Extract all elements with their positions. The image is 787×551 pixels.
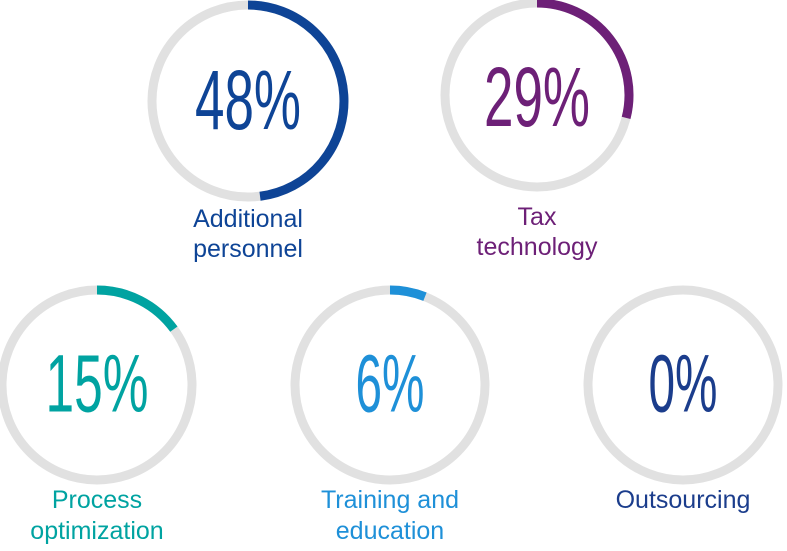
percent-value: 15% xyxy=(46,339,149,430)
category-label: Process optimization xyxy=(30,486,163,545)
category-label-line: Outsourcing xyxy=(616,486,751,514)
percent-value: 0% xyxy=(649,339,718,430)
ring-progress-arc xyxy=(247,0,349,201)
ring-progress-arc xyxy=(536,0,634,119)
ring-group: 48% Additional personnel xyxy=(147,0,349,263)
percent-value: 29% xyxy=(484,50,590,144)
ring-group: 15% Process optimization xyxy=(0,285,197,545)
percent-value: 48% xyxy=(195,53,301,147)
ring-group: 29% Tax technology xyxy=(440,0,634,261)
ring-group: 0% Outsourcing xyxy=(583,285,783,514)
category-label: Training and education xyxy=(321,486,459,545)
category-label-line: technology xyxy=(477,233,598,261)
category-label-line: Process xyxy=(52,486,142,514)
category-label: Tax technology xyxy=(477,203,598,261)
ring-track xyxy=(583,285,783,485)
percent-value: 6% xyxy=(356,339,425,430)
category-label-line: Tax xyxy=(518,203,557,231)
ring-group: 6% Training and education xyxy=(290,285,490,545)
ring-progress-arc xyxy=(389,285,427,301)
category-label: Additional personnel xyxy=(193,205,303,263)
category-label: Outsourcing xyxy=(616,486,751,514)
category-label-line: education xyxy=(336,517,444,545)
ring-progress-arc xyxy=(96,285,178,332)
category-label-line: Training and xyxy=(321,486,459,514)
category-label-line: optimization xyxy=(30,517,163,545)
category-label-line: personnel xyxy=(193,235,303,263)
category-label-line: Additional xyxy=(193,205,303,233)
